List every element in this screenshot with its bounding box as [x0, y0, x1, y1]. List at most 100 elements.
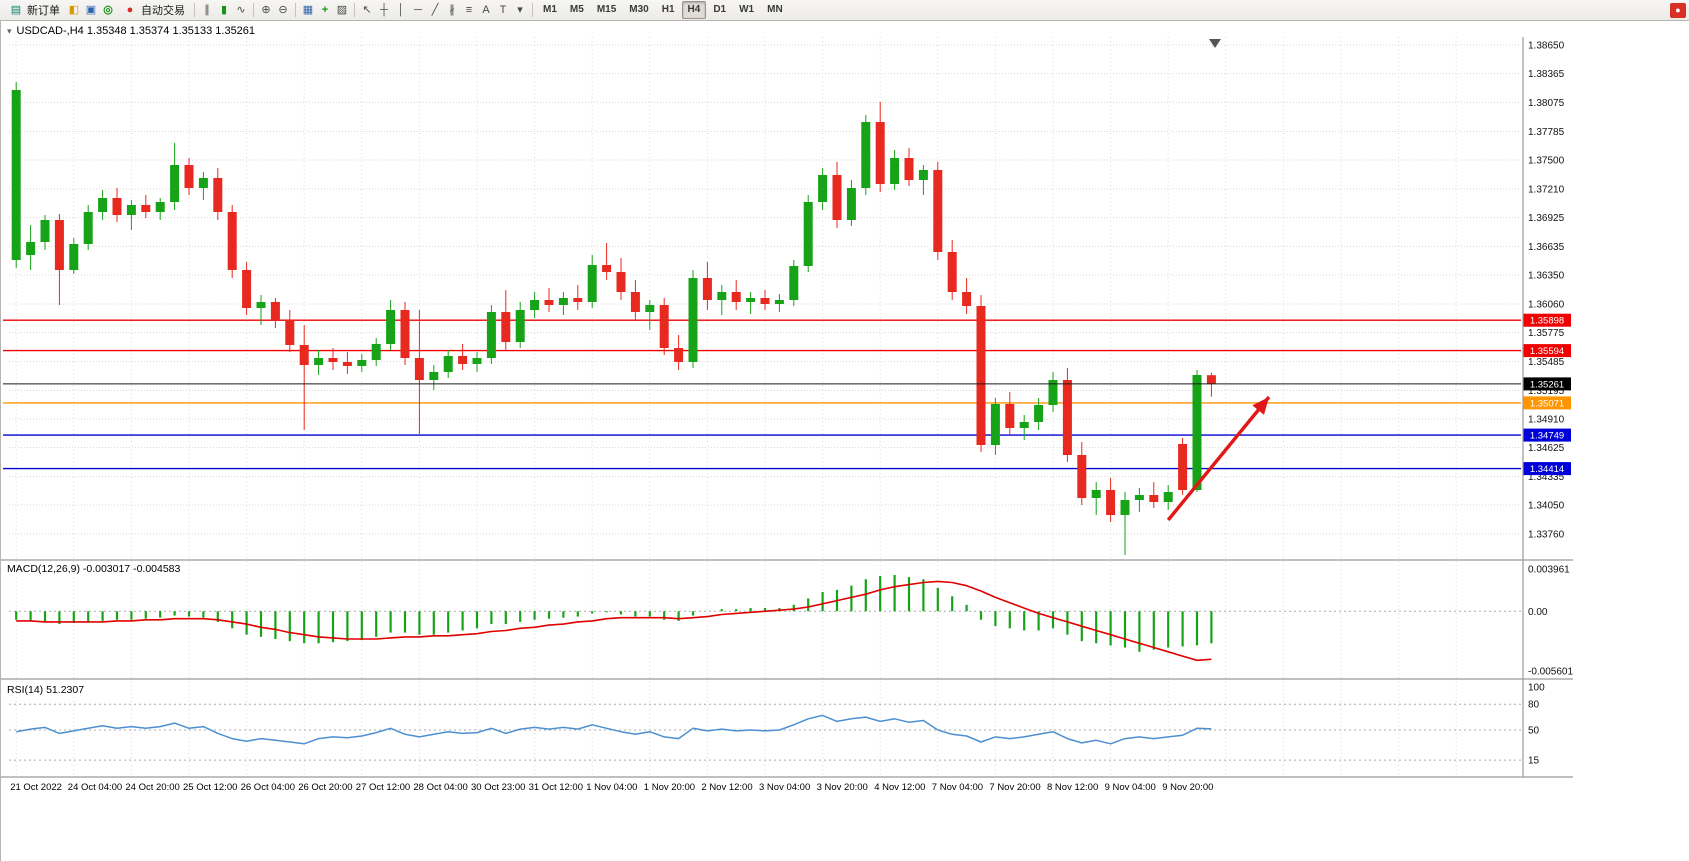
svg-text:1.34749: 1.34749 [1530, 431, 1564, 442]
line-chart-mode-icon[interactable]: ∿ [236, 3, 246, 16]
templates-icon[interactable]: ▨ [336, 3, 348, 16]
data-window-icon[interactable]: ▣ [85, 3, 97, 16]
svg-text:1.36925: 1.36925 [1528, 213, 1565, 224]
svg-text:21 Oct 2022: 21 Oct 2022 [10, 782, 62, 793]
chart-canvas[interactable]: 1.38650 1.38365 1.38075 1.37785 1.37500 1.372… [1, 21, 1689, 861]
timeframe-w1[interactable]: W1 [739, 4, 755, 15]
timeframe-m30[interactable]: M30 [629, 4, 649, 15]
main-grid [9, 37, 1521, 777]
price-tag [1523, 428, 1571, 442]
price-tag [1523, 344, 1571, 358]
alert-badge-icon[interactable]: ● [1670, 2, 1686, 18]
time-axis[interactable]: 21 Oct 2022 24 Oct 04:00 24 Oct 20:00 25 Oc… [10, 782, 1213, 793]
price-tag [1523, 313, 1571, 327]
chart-background [1, 21, 1689, 861]
text-box-tool-icon[interactable]: T [499, 3, 507, 16]
timeframe-d1[interactable]: D1 [713, 4, 727, 15]
svg-text:1.38075: 1.38075 [1528, 98, 1565, 109]
svg-text:1.33760: 1.33760 [1528, 530, 1565, 541]
timeframe-m5[interactable]: M5 [569, 4, 584, 15]
autotrade-button[interactable]: ● 自动交易 [117, 1, 190, 20]
chart-title: ▾ USDCAD-,H4 1.35348 1.35374 1.35133 1.3… [7, 25, 255, 37]
price-tags: 1.35898 1.35594 1.35071 1.34749 1.34414 1.352… [1523, 313, 1571, 476]
svg-text:1.34050: 1.34050 [1528, 501, 1565, 512]
navigator-icon[interactable]: ◎ [103, 3, 113, 16]
svg-text:1.35775: 1.35775 [1528, 328, 1565, 339]
svg-text:1.34335: 1.34335 [1528, 472, 1565, 483]
rsi-line [16, 714, 1212, 745]
svg-text:28 Oct 04:00: 28 Oct 04:00 [413, 782, 467, 793]
price-tag [1523, 377, 1571, 391]
svg-text:3 Nov 04:00: 3 Nov 04:00 [759, 782, 810, 793]
zoom-in-icon[interactable]: ⊕ [261, 3, 271, 16]
svg-text:50: 50 [1528, 726, 1540, 737]
svg-text:1.38365: 1.38365 [1528, 69, 1565, 80]
tile-windows-icon[interactable]: ▦ [302, 3, 314, 16]
chart-dropdown-icon[interactable]: ▾ [7, 25, 12, 36]
autotrade-icon: ● [126, 3, 134, 16]
svg-text:1.34910: 1.34910 [1528, 415, 1565, 426]
svg-text:-0.005601: -0.005601 [1528, 666, 1573, 677]
add-indicator-icon[interactable]: + [321, 3, 329, 16]
svg-text:31 Oct 12:00: 31 Oct 12:00 [529, 782, 583, 793]
horizontal-line-tool-icon[interactable]: ─ [414, 3, 422, 16]
text-tool-icon[interactable]: A [482, 3, 490, 16]
svg-text:26 Oct 20:00: 26 Oct 20:00 [298, 782, 352, 793]
svg-text:80: 80 [1528, 700, 1540, 711]
toolbar-separator [253, 3, 254, 17]
svg-text:1.35594: 1.35594 [1530, 346, 1564, 357]
trend-arrow[interactable] [1166, 395, 1271, 522]
candlestick-mode-icon[interactable]: ▮ [220, 3, 228, 16]
market-watch-icon[interactable]: ◧ [68, 3, 80, 16]
svg-text:0.003961: 0.003961 [1528, 565, 1570, 576]
rsi-panel-scale: 100 80 50 15 [9, 683, 1545, 767]
timeframe-h1[interactable]: H1 [661, 4, 675, 15]
svg-text:27 Oct 12:00: 27 Oct 12:00 [356, 782, 410, 793]
svg-text:1.34414: 1.34414 [1530, 464, 1564, 475]
toolbar: ▤ 新订单 ◧ ▣ ◎ ● 自动交易 ∥ ▮ ∿ ⊕ ⊖ ▦ + ▨ ↖ ┼ │… [0, 0, 1689, 21]
svg-text:1.37210: 1.37210 [1528, 185, 1565, 196]
svg-text:26 Oct 04:00: 26 Oct 04:00 [241, 782, 295, 793]
timeframe-mn[interactable]: MN [767, 4, 783, 15]
new-order-button[interactable]: ▤ 新订单 [3, 1, 65, 20]
trendline-tool-icon[interactable]: ╱ [431, 3, 439, 16]
timeframe-h4[interactable]: H4 [681, 1, 707, 19]
svg-text:4 Nov 12:00: 4 Nov 12:00 [874, 782, 925, 793]
new-order-icon: ▤ [10, 3, 22, 16]
support-resistance-lines[interactable] [3, 319, 1521, 470]
new-order-label: 新订单 [27, 5, 60, 17]
svg-text:1.37500: 1.37500 [1528, 156, 1565, 167]
crosshair-icon[interactable]: ┼ [380, 3, 388, 16]
svg-text:1 Nov 20:00: 1 Nov 20:00 [644, 782, 695, 793]
svg-text:3 Nov 20:00: 3 Nov 20:00 [817, 782, 868, 793]
candles [11, 82, 1216, 555]
svg-text:15: 15 [1528, 756, 1540, 767]
bar-chart-mode-icon[interactable]: ∥ [204, 3, 210, 16]
svg-text:25 Oct 12:00: 25 Oct 12:00 [183, 782, 237, 793]
vertical-line-tool-icon[interactable]: │ [397, 3, 405, 16]
rsi-indicator-label: RSI(14) 51.2307 [7, 684, 85, 696]
fibonacci-tool-icon[interactable]: ≡ [465, 3, 473, 16]
zoom-out-icon[interactable]: ⊖ [278, 3, 288, 16]
shapes-dropdown-icon[interactable]: ▾ [517, 3, 523, 16]
timeframe-m1[interactable]: M1 [543, 4, 557, 15]
svg-text:1.34625: 1.34625 [1528, 443, 1565, 454]
svg-text:1.36350: 1.36350 [1528, 271, 1565, 282]
channel-tool-icon[interactable]: ∦ [449, 3, 455, 16]
price-axis[interactable]: 1.38650 1.38365 1.38075 1.37785 1.37500 1.372… [1528, 41, 1565, 541]
svg-text:2 Nov 12:00: 2 Nov 12:00 [701, 782, 752, 793]
cursor-icon[interactable]: ↖ [362, 3, 372, 16]
svg-text:1.36060: 1.36060 [1528, 300, 1565, 311]
svg-text:8 Nov 12:00: 8 Nov 12:00 [1047, 782, 1098, 793]
svg-text:7 Nov 04:00: 7 Nov 04:00 [932, 782, 983, 793]
svg-text:24 Oct 20:00: 24 Oct 20:00 [125, 782, 179, 793]
svg-text:0.00: 0.00 [1528, 607, 1548, 618]
svg-text:1.35071: 1.35071 [1530, 398, 1564, 409]
svg-text:1 Nov 04:00: 1 Nov 04:00 [586, 782, 637, 793]
timeframe-m15[interactable]: M15 [596, 4, 617, 15]
autotrade-label: 自动交易 [141, 5, 185, 17]
svg-text:9 Nov 04:00: 9 Nov 04:00 [1105, 782, 1156, 793]
svg-text:1.35485: 1.35485 [1528, 357, 1565, 368]
chart-shift-marker-icon[interactable] [1209, 39, 1221, 48]
svg-text:1.35195: 1.35195 [1528, 386, 1565, 397]
